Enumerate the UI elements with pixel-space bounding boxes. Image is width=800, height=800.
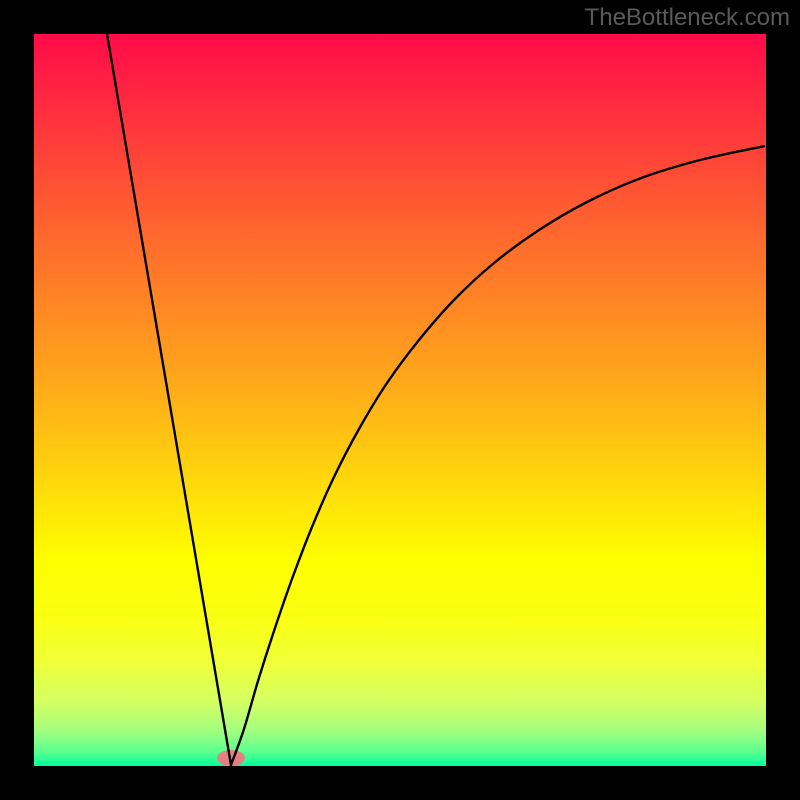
bottleneck-curve xyxy=(34,34,766,766)
watermark-text: TheBottleneck.com xyxy=(585,4,790,32)
curve-path xyxy=(107,34,765,765)
chart-frame: TheBottleneck.com xyxy=(0,0,800,800)
plot-area xyxy=(34,34,766,766)
